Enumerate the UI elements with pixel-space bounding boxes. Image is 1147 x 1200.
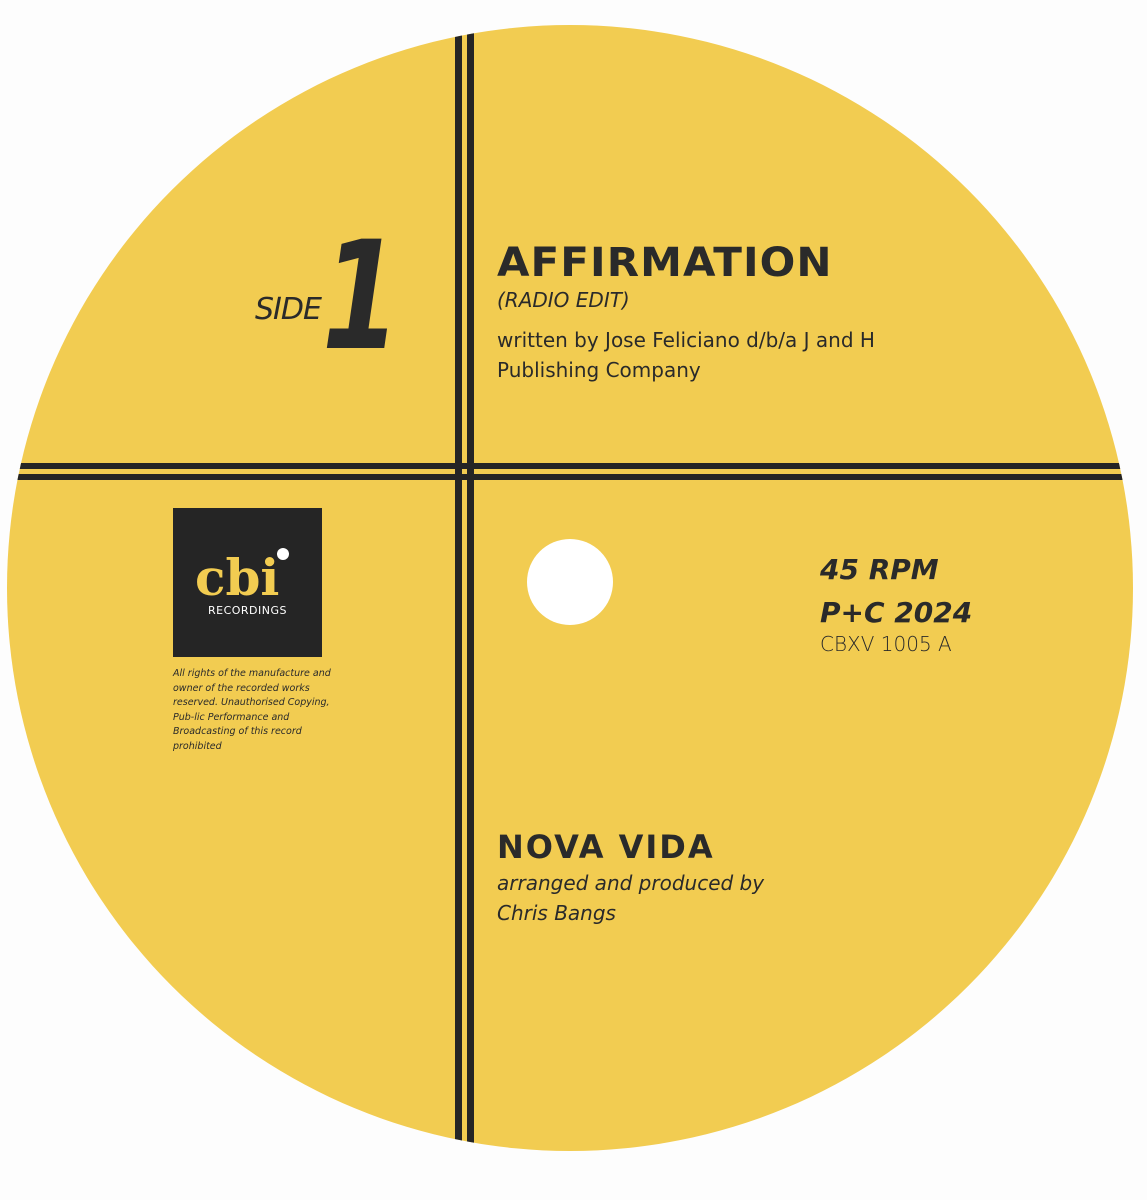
vertical-divider-left	[455, 25, 462, 1151]
legal-notice: All rights of the manufacture and owner …	[173, 668, 331, 752]
side-number: 1	[322, 210, 401, 384]
logo-subtitle: RECORDINGS	[207, 604, 288, 617]
speed: 45 RPM	[820, 553, 939, 586]
copyright: P+C 2024	[820, 596, 973, 629]
production-credit: arranged and produced by Chris Bangs	[497, 871, 765, 925]
cbi-recordings-logo: cbi RECORDINGS	[173, 508, 322, 657]
horizontal-divider-bottom	[7, 474, 1133, 480]
writer-credit: written by Jose Feliciano d/b/a J and H …	[497, 328, 875, 382]
track-version: (RADIO EDIT)	[497, 288, 630, 312]
side-label: SIDE	[255, 292, 322, 327]
spindle-hole	[527, 539, 613, 625]
speed-and-copyright: 45 RPM P+C 2024	[820, 548, 972, 634]
catalog-number: CBXV 1005 A	[820, 632, 952, 656]
vertical-divider-right	[467, 25, 474, 1151]
artist-name: NOVA VIDA	[497, 828, 715, 866]
track-title: AFFIRMATION	[497, 240, 833, 286]
logo-dot-icon	[277, 548, 289, 560]
logo-wordmark: cbi	[195, 548, 280, 607]
horizontal-divider-top	[7, 463, 1133, 469]
